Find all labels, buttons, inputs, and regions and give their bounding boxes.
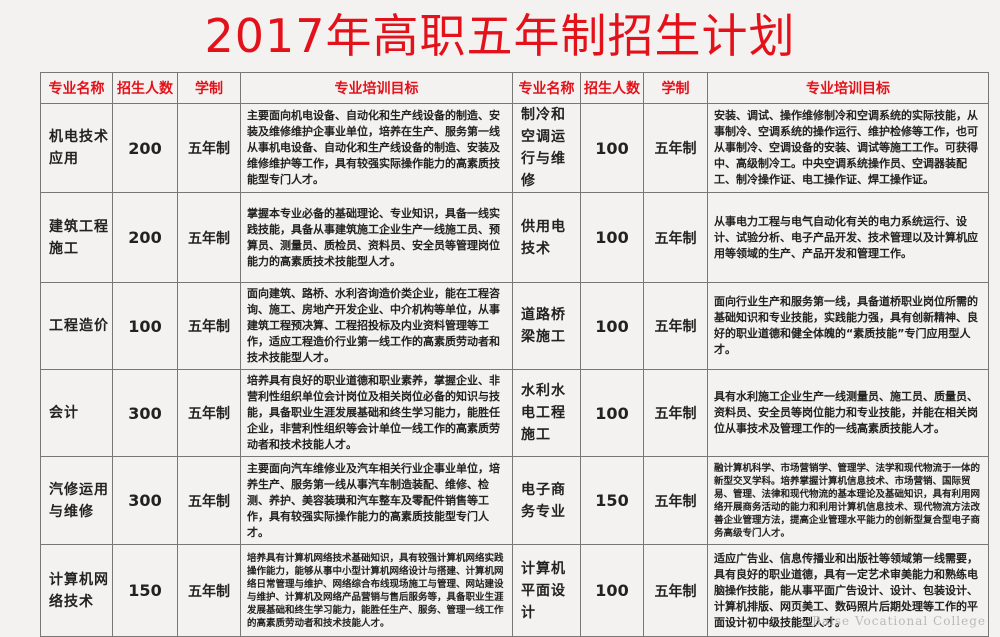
school-system: 五年制 xyxy=(177,282,241,370)
major-name: 电子商务专业 xyxy=(512,456,581,545)
training-goal: 面向建筑、路桥、水利咨询造价类企业，能在工程咨询、施工、房地产开发企业、中介机构… xyxy=(240,282,513,370)
major-name: 水利水电工程施工 xyxy=(512,369,581,457)
table-row: 建筑工程施工 200 五年制 掌握本专业必备的基础理论、专业知识，具备一线实践技能，具… xyxy=(40,192,989,283)
training-goal: 融计算机科学、市场营销学、管理学、法学和现代物流于一体的新型交叉学科。培养掌握计… xyxy=(707,456,989,545)
enrollment-count: 100 xyxy=(580,369,644,457)
training-goal: 培养具有计算机网络技术基础知识，具有较强计算机网络实践操作能力，能够从事中小型计… xyxy=(240,544,513,637)
header-major-name: 专业名称 xyxy=(40,72,113,104)
enrollment-plan-table: 专业名称 招生人数 学制 专业培训目标 专业名称 招生人数 学制 专业培训目标 … xyxy=(40,72,989,637)
training-goal: 适应广告业、信息传播业和出版社等领域第一线需要，具有良好的职业道德，具有一定艺术… xyxy=(707,544,989,637)
training-goal: 培养具有良好的职业道德和职业素养，掌握企业、非营利性组织单位会计岗位及相关岗位必… xyxy=(240,369,513,457)
header-enrollment: 招生人数 xyxy=(580,72,644,104)
header-system: 学制 xyxy=(643,72,708,104)
header-training-goal: 专业培训目标 xyxy=(707,72,989,104)
enrollment-count: 300 xyxy=(112,456,178,545)
header-training-goal: 专业培训目标 xyxy=(240,72,513,104)
major-name: 汽修运用与维修 xyxy=(40,456,113,545)
major-name: 制冷和空调运行与维修 xyxy=(512,103,581,193)
table-row: 计算机网络技术 150 五年制 培养具有计算机网络技术基础知识，具有较强计算机网络实践… xyxy=(40,544,989,637)
school-system: 五年制 xyxy=(643,103,708,193)
school-system: 五年制 xyxy=(643,544,708,637)
enrollment-count: 100 xyxy=(580,544,644,637)
table-row: 工程造价 100 五年制 面向建筑、路桥、水利咨询造价类企业，能在工程咨询、施工、房地… xyxy=(40,282,989,370)
page-title: 2017年高职五年制招生计划 xyxy=(204,9,796,63)
training-goal: 具有水利施工企业生产一线测量员、施工员、质量员、资料员、安全员等岗位能力和专业技… xyxy=(707,369,989,457)
enrollment-count: 150 xyxy=(112,544,178,637)
school-system: 五年制 xyxy=(177,369,241,457)
table-header-row: 专业名称 招生人数 学制 专业培训目标 专业名称 招生人数 学制 专业培训目标 xyxy=(40,72,989,104)
school-system: 五年制 xyxy=(643,192,708,283)
major-name: 计算机网络技术 xyxy=(40,544,113,637)
header-system: 学制 xyxy=(177,72,241,104)
header-major-name: 专业名称 xyxy=(512,72,581,104)
table-row: 会计 300 五年制 培养具有良好的职业道德和职业素养，掌握企业、非营利性组织单位会计… xyxy=(40,369,989,457)
table-row: 机电技术应用 200 五年制 主要面向机电设备、自动化和生产线设备的制造、安装及维修维… xyxy=(40,103,989,193)
enrollment-count: 100 xyxy=(580,282,644,370)
enrollment-count: 100 xyxy=(580,103,644,193)
major-name: 建筑工程施工 xyxy=(40,192,113,283)
enrollment-count: 100 xyxy=(580,192,644,283)
major-name: 机电技术应用 xyxy=(40,103,113,193)
major-name: 供用电技术 xyxy=(512,192,581,283)
school-system: 五年制 xyxy=(643,282,708,370)
major-name: 计算机平面设计 xyxy=(512,544,581,637)
enrollment-count: 200 xyxy=(112,192,178,283)
enrollment-count: 300 xyxy=(112,369,178,457)
major-name: 会计 xyxy=(40,369,113,457)
major-name: 道路桥梁施工 xyxy=(512,282,581,370)
school-system: 五年制 xyxy=(177,103,241,193)
school-system: 五年制 xyxy=(177,192,241,283)
training-goal: 从事电力工程与电气自动化有关的电力系统运行、设计、试验分析、电子产品开发、技术管… xyxy=(707,192,989,283)
header-enrollment: 招生人数 xyxy=(112,72,178,104)
enrollment-count: 100 xyxy=(112,282,178,370)
training-goal: 主要面向机电设备、自动化和生产线设备的制造、安装及维修维护企事业单位，培养在生产… xyxy=(240,103,513,193)
school-system: 五年制 xyxy=(177,544,241,637)
watermark: Baise Vocational College xyxy=(812,614,986,628)
table-row: 汽修运用与维修 300 五年制 主要面向汽车维修业及汽车相关行业企事业单位，培养生产、… xyxy=(40,456,989,545)
training-goal: 面向行业生产和服务第一线，具备道桥职业岗位所需的基础知识和专业技能，实践能力强，… xyxy=(707,282,989,370)
school-system: 五年制 xyxy=(643,456,708,545)
training-goal: 主要面向汽车维修业及汽车相关行业企事业单位，培养生产、服务第一线从事汽车制造装配… xyxy=(240,456,513,545)
major-name: 工程造价 xyxy=(40,282,113,370)
school-system: 五年制 xyxy=(177,456,241,545)
enrollment-count: 150 xyxy=(580,456,644,545)
school-system: 五年制 xyxy=(643,369,708,457)
training-goal: 掌握本专业必备的基础理论、专业知识，具备一线实践技能，具备从事建筑施工企业生产一… xyxy=(240,192,513,283)
enrollment-count: 200 xyxy=(112,103,178,193)
training-goal: 安装、调试、操作维修制冷和空调系统的实际技能，从事制冷、空调系统的操作运行、维护… xyxy=(707,103,989,193)
